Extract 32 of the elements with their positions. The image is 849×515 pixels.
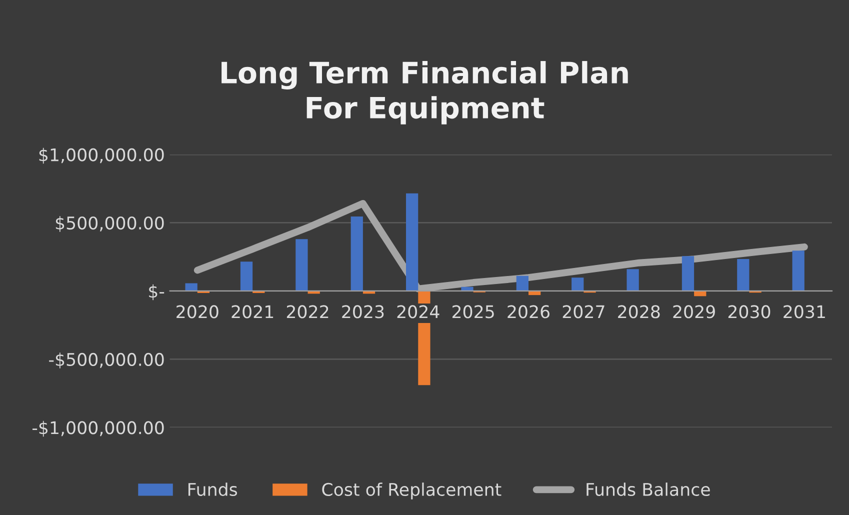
x-tick-label: 2021 <box>232 305 274 318</box>
bar <box>516 276 528 291</box>
x-tick-label: 2029 <box>673 305 715 318</box>
x-tick-label: 2026 <box>508 305 550 318</box>
legend-label: Cost of Replacement <box>322 482 502 500</box>
y-tick-label: -$1,000,000.00 <box>32 420 164 437</box>
bar <box>296 239 308 291</box>
x-tick-label: 2025 <box>452 305 494 318</box>
x-tick-label: 2027 <box>562 305 604 318</box>
bar <box>682 256 694 291</box>
bar <box>737 259 750 291</box>
y-tick-label: -$500,000.00 <box>49 352 164 368</box>
y-tick-label: $1,000,000.00 <box>39 148 164 164</box>
y-tick-label: $500,000.00 <box>56 216 164 232</box>
bar <box>572 278 584 291</box>
bar <box>626 269 639 291</box>
bar <box>185 283 198 291</box>
x-tick-label: 2023 <box>342 305 384 318</box>
x-tick-label: 2024 <box>397 305 440 318</box>
x-tick-label: 2020 <box>176 305 218 318</box>
x-tick-label: 2031 <box>784 305 825 318</box>
x-tick-label: 2028 <box>618 305 660 318</box>
y-tick-label: $- <box>149 284 164 300</box>
bar <box>792 250 804 291</box>
bar <box>240 262 253 291</box>
bar <box>350 216 363 291</box>
bar <box>406 193 418 291</box>
x-tick-label: 2022 <box>286 305 328 318</box>
legend-label: Funds Balance <box>586 482 710 496</box>
legend-label: Funds <box>188 482 238 496</box>
x-tick-label: 2030 <box>728 305 770 318</box>
chart-title: Long Term Financial Plan For Equipment <box>222 61 628 124</box>
